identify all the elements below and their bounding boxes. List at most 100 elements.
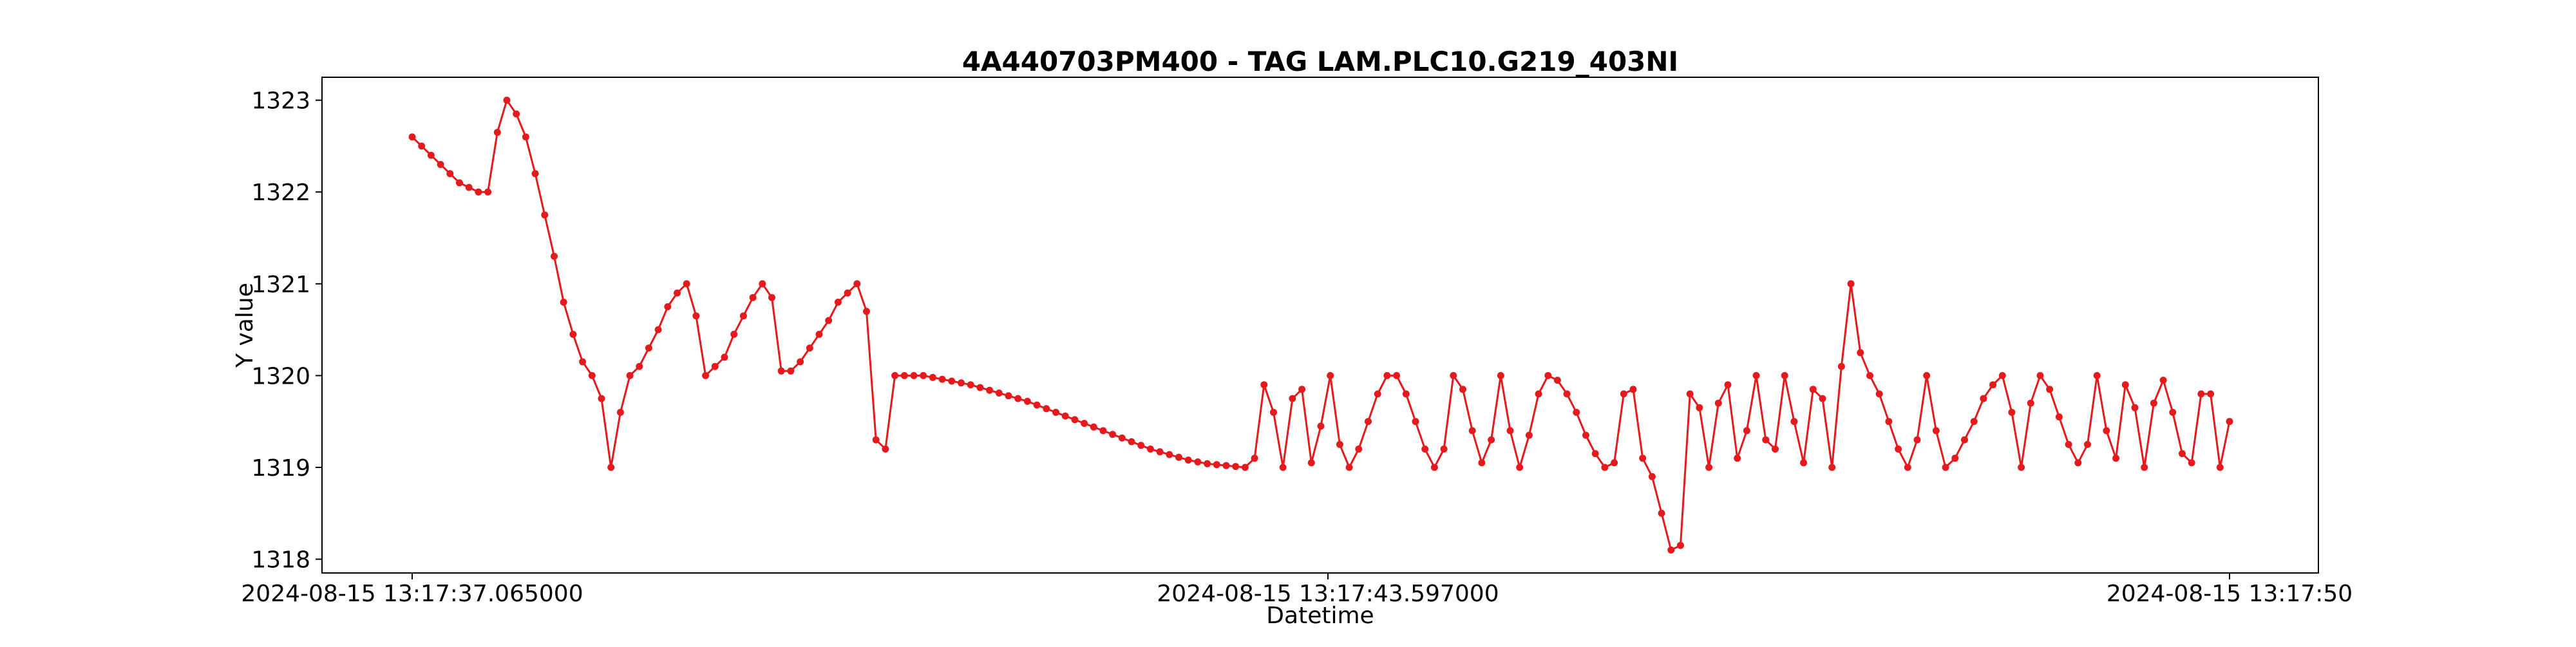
data-point [1828,464,1836,471]
data-point [1241,464,1249,471]
data-point [1734,455,1741,462]
data-point [1251,455,1258,462]
data-point [1289,395,1296,402]
data-point [1298,386,1306,393]
data-point [759,280,766,288]
y-tick-label: 1319 [251,455,310,482]
data-point [1099,427,1107,435]
data-point [1686,390,1694,398]
data-point [1875,390,1883,398]
data-point [1355,445,1363,453]
data-point [1629,386,1637,393]
data-point [1563,390,1571,398]
data-point [1459,386,1466,393]
data-point [1109,431,1117,438]
data-point [551,252,558,260]
data-point [938,375,946,383]
data-point [1014,395,1022,402]
data-point [1146,445,1154,453]
data-point [853,280,861,288]
data-point [1232,463,1240,471]
data-point [2159,377,2167,384]
data-point [560,298,567,306]
data-point [1497,371,1504,379]
data-point [2046,386,2054,393]
data-point [503,97,511,104]
data-point [475,188,482,196]
data-point [1544,371,1552,379]
data-point [1951,455,1959,462]
y-tick-label: 1322 [251,180,310,206]
x-tick-label: 2024-08-15 13:17:50 [2107,581,2353,607]
data-point [910,371,918,379]
data-point [730,330,738,338]
data-point [2027,399,2034,407]
data-point [579,358,587,366]
data-point [1090,423,1097,431]
data-point [749,294,757,301]
data-point [484,188,492,196]
data-point [1857,349,1864,357]
data-point [1204,460,1211,467]
data-point [446,170,454,178]
data-point [1705,464,1713,471]
data-point [683,280,690,288]
y-axis-ticks: 1318 1319 1320 1321 1322 1323 [251,88,322,574]
data-point [522,133,529,141]
data-point [2008,409,2016,416]
data-point [1535,390,1542,398]
data-point [958,379,965,387]
data-point [2150,399,2157,407]
data-point [513,110,520,118]
data-point [1790,418,1798,426]
data-point [1677,541,1684,549]
data-point [1714,399,1722,407]
data-point [1601,464,1609,471]
data-point [2197,390,2205,398]
data-point [1752,371,1760,379]
data-point [2169,409,2177,416]
data-point [1005,392,1012,400]
data-point [1450,371,1457,379]
data-point [437,161,444,168]
data-point [929,373,936,381]
x-axis-ticks: 2024-08-15 13:17:37.065000 2024-08-15 13:… [241,573,2353,607]
data-point [872,436,880,444]
data-point [1800,459,1808,467]
data-point [654,326,662,333]
data-point [2207,390,2215,398]
x-axis-label: Datetime [1266,603,1374,629]
data-point [882,445,889,453]
data-point [531,170,539,178]
data-point [541,211,549,219]
data-point [825,317,833,324]
data-point [1128,438,1135,445]
data-point [418,142,426,150]
data-point [1923,371,1931,379]
data-point [1213,461,1220,469]
data-point [2226,418,2233,426]
data-point [2093,371,2101,379]
data-point [702,371,710,379]
data-point [1961,436,1968,444]
data-point [1260,381,1268,389]
data-point [1724,381,1732,389]
data-point [1591,450,1599,458]
data-point [2036,371,2044,379]
data-point [986,386,994,394]
data-point [2074,459,2082,467]
data-point [711,362,719,370]
y-tick-label: 1321 [251,272,310,298]
data-point [1998,371,2006,379]
data-point [1942,464,1949,471]
data-point [1222,462,1230,469]
data-point [1743,427,1750,435]
data-point [1175,453,1182,461]
data-point [1033,401,1041,409]
data-point [465,183,473,191]
data-point [1317,422,1325,430]
data-point [1620,390,1627,398]
data-point [1553,377,1561,384]
data-point [1573,409,1580,416]
data-point [1525,431,1533,439]
